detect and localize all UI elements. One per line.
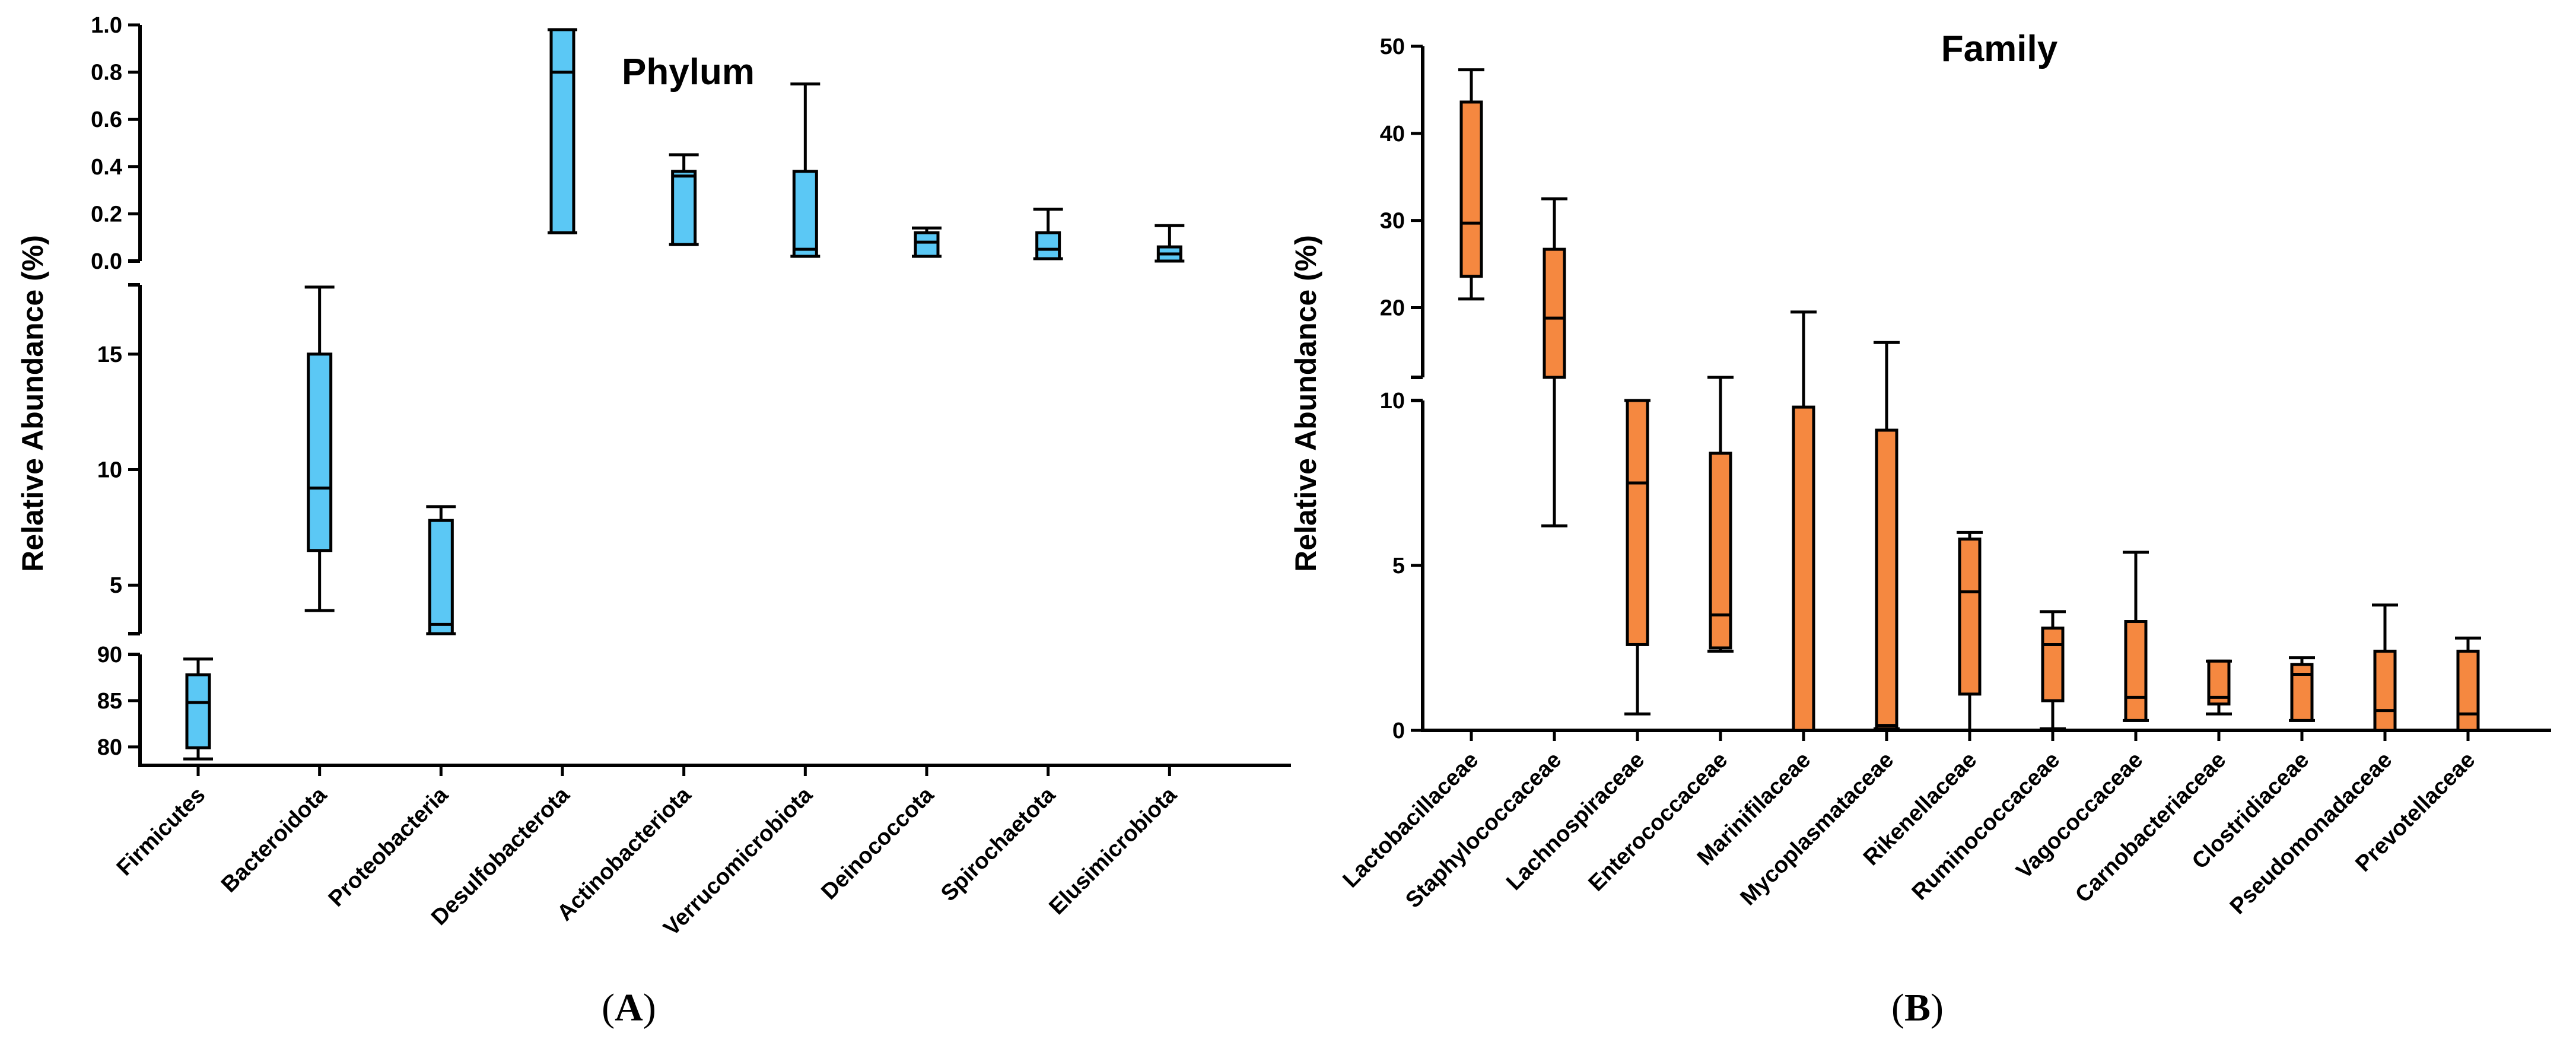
box-iqr: [1958, 538, 1982, 696]
box-iqr: [1035, 231, 1061, 260]
box-ruminococcaceae: [2040, 610, 2066, 730]
panel-b-caption: (B): [1891, 986, 1944, 1029]
box-vagococcaceae: [2123, 551, 2149, 722]
x-tick-label: Mycoplasmataceae: [1736, 748, 1899, 911]
box-iqr: [1459, 100, 1483, 278]
box-staphylococcaceae: [1541, 197, 1567, 527]
panel-a-caption-close: ): [643, 986, 656, 1029]
box-iqr: [1709, 452, 1732, 650]
box-desulfobacterota: [548, 28, 577, 234]
y-tick-label: 50: [1380, 34, 1405, 59]
x-tick-label: Proteobacteria: [324, 782, 453, 911]
y-tick-label: 1.0: [91, 13, 122, 38]
y-tick-label: 0.0: [91, 249, 122, 274]
y-tick-label: 80: [97, 735, 122, 760]
box-iqr: [2456, 650, 2480, 732]
panel-a-phylum: Phylum Relative Abundance (%) 80 85 90 5 10 1…: [16, 13, 1291, 1029]
box-firmicutes: [183, 657, 213, 761]
x-tick-label: Lachnospiraceae: [1502, 748, 1649, 895]
box-iqr: [2290, 663, 2314, 722]
box-proteobacteria: [426, 505, 456, 635]
x-tick-label: Lactobacillaceae: [1338, 748, 1484, 893]
x-tick-label: Deinococcota: [816, 782, 939, 905]
box-iqr: [307, 352, 333, 552]
box-iqr: [428, 519, 454, 635]
panel-a-axes: [128, 25, 1291, 767]
x-tick-label: Actinobacteriota: [552, 782, 696, 926]
box-prevotellaceae: [2455, 636, 2481, 732]
y-tick-label: 0.4: [91, 155, 122, 180]
box-iqr: [671, 170, 697, 246]
box-mycoplasmataceae: [1874, 341, 1900, 730]
box-spirochaetota: [1033, 207, 1063, 260]
y-tick-label: 5: [110, 573, 122, 598]
box-iqr: [792, 170, 818, 258]
box-enterococcaceae: [1707, 376, 1734, 653]
box-elusimicrobiota: [1155, 224, 1185, 263]
x-tick-label: Ruminococcaceae: [1907, 748, 2065, 905]
box-iqr: [2373, 650, 2397, 732]
box-marinifilaceae: [1791, 310, 1817, 732]
panel-a-caption: (A): [602, 986, 656, 1029]
panel-b-caption-letter: B: [1904, 986, 1931, 1029]
box-iqr: [1792, 405, 1815, 732]
box-iqr: [1875, 428, 1898, 730]
panel-a-x-labels: Firmicutes BacteroidotaProteobacteriaDesu…: [112, 765, 1182, 941]
panel-b-y-axis-label: Relative Abundance (%): [1289, 235, 1322, 572]
box-iqr: [185, 673, 211, 749]
box-iqr: [549, 28, 575, 234]
box-lachnospiraceae: [1624, 399, 1650, 716]
y-tick-label: 10: [1380, 389, 1405, 414]
y-tick-label: 90: [97, 643, 122, 667]
x-tick-label: Firmicutes: [112, 783, 211, 881]
panel-a-caption-letter: A: [615, 986, 643, 1029]
x-tick-label: Spirochaetota: [936, 782, 1060, 906]
y-tick-label: 10: [97, 458, 122, 483]
x-tick-label: Staphylococcaceae: [1401, 748, 1566, 913]
y-tick-label: 40: [1380, 122, 1405, 147]
panel-a-y-ticks: 80 85 90 5 10 15 0.0 0.2 0.4 0.6 0.8 1.0: [91, 13, 140, 760]
y-tick-label: 0.8: [91, 61, 122, 85]
box-bacteroidota: [304, 285, 335, 612]
box-iqr: [914, 231, 940, 258]
panel-b-caption-open: (: [1891, 986, 1904, 1029]
box-rikenellaceae: [1957, 530, 1983, 732]
box-verrucomicrobiota: [790, 82, 820, 258]
panel-b-title: Family: [1941, 28, 2058, 69]
y-tick-label: 20: [1380, 296, 1405, 321]
y-tick-label: 15: [97, 342, 122, 367]
y-tick-label: 30: [1380, 209, 1405, 234]
panel-a-caption-open: (: [602, 986, 615, 1029]
y-tick-label: 0: [1392, 719, 1405, 743]
box-pseudomonadaceae: [2372, 603, 2398, 732]
y-tick-label: 5: [1392, 554, 1405, 578]
x-tick-label: Elusimicrobiota: [1044, 782, 1182, 920]
box-carnobacteriaceae: [2206, 659, 2232, 716]
y-tick-label: 0.2: [91, 202, 122, 227]
x-tick-label: Enterococcaceae: [1584, 748, 1733, 897]
panel-b-family: Family Relative Abundance (%) 0 5 10 20 30 40…: [1289, 28, 2551, 1029]
box-iqr: [1543, 247, 1566, 379]
box-iqr: [1626, 399, 1649, 646]
panel-a-boxes: [183, 28, 1185, 761]
y-tick-label: 0.6: [91, 107, 122, 132]
box-iqr: [2041, 627, 2065, 702]
panel-a-y-axis-label: Relative Abundance (%): [16, 235, 49, 572]
box-actinobacteriota: [669, 153, 699, 246]
box-iqr: [2124, 620, 2148, 722]
box-lactobacillaceae: [1458, 68, 1484, 301]
x-tick-label: Pseudomonadaceae: [2225, 748, 2397, 920]
box-clostridiaceae: [2289, 656, 2315, 722]
panel-b-y-ticks: 0 5 10 20 30 40 50: [1380, 34, 1423, 743]
panel-b-boxes: [1458, 68, 2481, 732]
panel-a-title: Phylum: [622, 52, 755, 93]
panel-b-caption-close: ): [1931, 986, 1944, 1029]
y-tick-label: 85: [97, 689, 122, 714]
x-tick-label: Carnobacteriaceae: [2071, 748, 2231, 908]
x-tick-label: Bacteroidota: [217, 782, 332, 898]
box-deinococcota: [912, 226, 942, 258]
panel-b-x-labels: LactobacillaceaeStaphylococcaceaeLachnos…: [1338, 730, 2480, 919]
